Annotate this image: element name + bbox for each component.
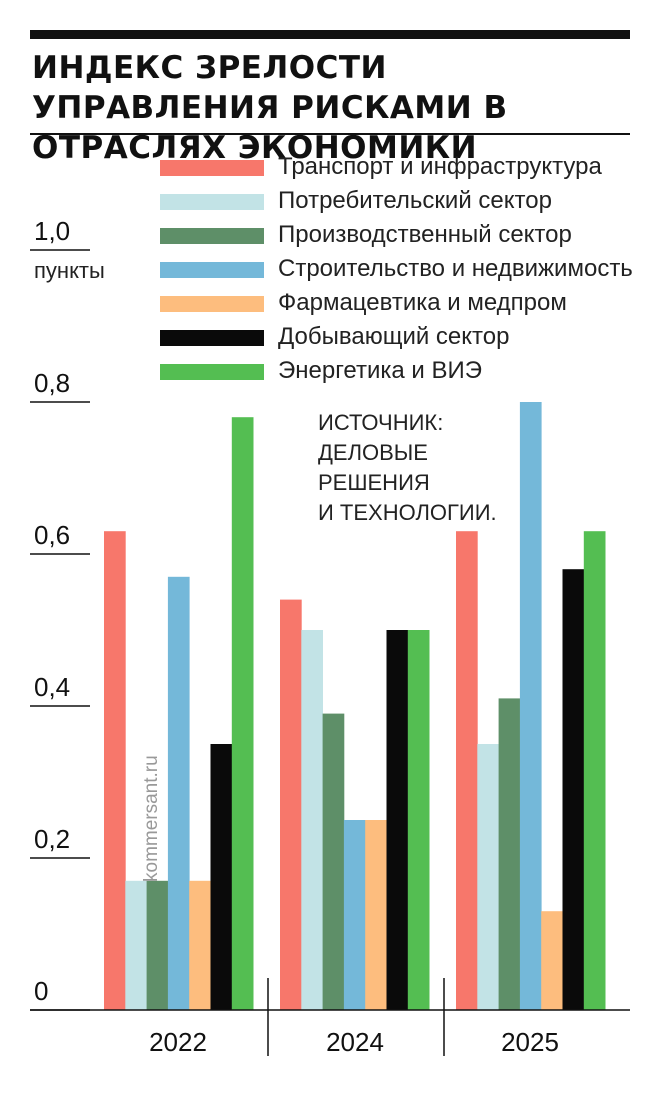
watermark: kommersant.ru (141, 755, 162, 882)
legend-item-manufacturing: Производственный сектор (160, 218, 630, 252)
bar (210, 744, 233, 1010)
y-tick-label: 0 (34, 976, 48, 1006)
bar (104, 531, 126, 1010)
bar (477, 744, 499, 1010)
legend-swatch (160, 228, 264, 244)
bar (189, 880, 211, 1010)
bar (125, 880, 147, 1010)
bar (541, 911, 563, 1010)
legend-label: Добывающий сектор (278, 323, 510, 350)
legend-item-transport: Транспорт и инфраструктура (160, 150, 630, 184)
bar (365, 820, 387, 1010)
y-tick-label: 1,0 (34, 216, 70, 246)
legend-item-mining: Добывающий сектор (160, 320, 630, 354)
legend-item-pharma: Фармацевтика и медпром (160, 286, 630, 320)
bar (167, 576, 190, 1010)
title-divider (30, 133, 630, 135)
bar (146, 880, 169, 1010)
bar (231, 417, 254, 1010)
y-tick-label: 0,2 (34, 824, 70, 854)
bar (498, 698, 521, 1010)
legend-item-construction: Строительство и недвижимость (160, 252, 633, 286)
source-note: ИСТОЧНИК: ДЕЛОВЫЕ РЕШЕНИЯ И ТЕХНОЛОГИИ. (318, 410, 497, 525)
x-tick-label: 2025 (501, 1027, 559, 1057)
x-tick-label: 2024 (326, 1027, 384, 1057)
bar (386, 630, 409, 1010)
legend-label: Транспорт и инфраструктура (278, 153, 602, 180)
legend-item-energy: Энергетика и ВИЭ (160, 354, 630, 388)
legend-label: Фармацевтика и медпром (278, 289, 567, 316)
legend-swatch (160, 194, 264, 210)
bar (583, 531, 606, 1010)
bar (322, 713, 345, 1010)
legend-swatch (160, 330, 264, 346)
bar (456, 531, 478, 1010)
legend-swatch (160, 364, 264, 380)
y-tick-label: 0,4 (34, 672, 70, 702)
legend-swatch (160, 262, 264, 278)
x-tick-label: 2022 (149, 1027, 207, 1057)
bar (280, 599, 302, 1010)
y-tick-label: 0,8 (34, 368, 70, 398)
y-unit-label: пункты (34, 258, 105, 283)
legend-swatch (160, 296, 264, 312)
bar (343, 820, 366, 1010)
bar (562, 569, 585, 1010)
legend-label: Энергетика и ВИЭ (278, 357, 482, 384)
legend-label: Производственный сектор (278, 221, 572, 248)
bar (519, 402, 542, 1010)
legend-label: Потребительский сектор (278, 187, 552, 214)
top-rule (30, 30, 630, 39)
chart-title: ИНДЕКС ЗРЕЛОСТИ УПРАВЛЕНИЯ РИСКАМИ В ОТР… (32, 50, 508, 166)
bar (301, 630, 323, 1010)
legend-label: Строительство и недвижимость (278, 255, 633, 282)
bar (407, 630, 430, 1010)
legend-swatch (160, 160, 264, 176)
y-tick-label: 0,6 (34, 520, 70, 550)
legend-item-consumer: Потребительский сектор (160, 184, 630, 218)
